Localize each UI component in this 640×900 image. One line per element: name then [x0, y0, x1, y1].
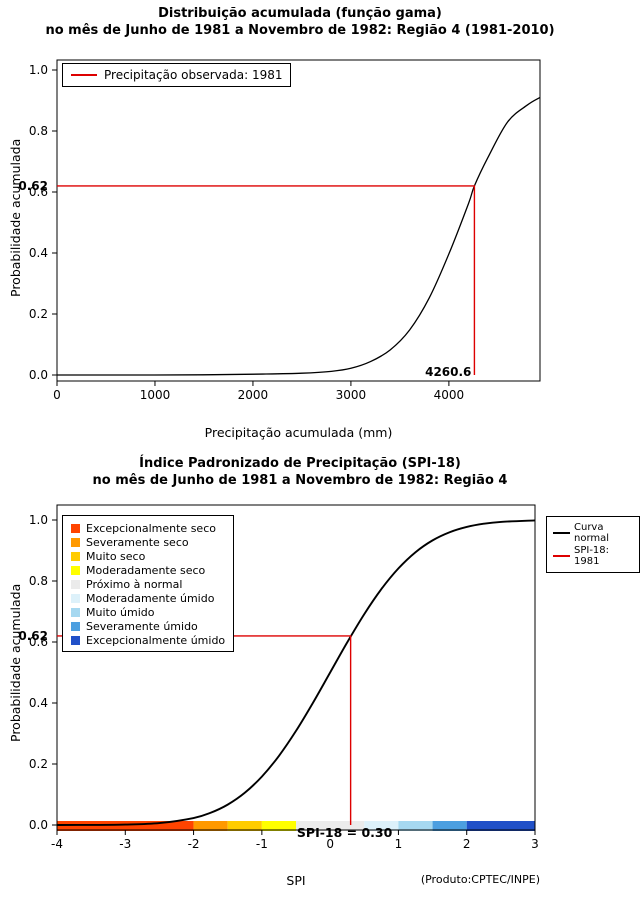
- x-tick-label: -3: [119, 837, 131, 851]
- spi-plot-svg: -4 -3 -2 -1 0 1 2 3 0.0 0.2 0.4 0.6 0.8 1.0 0.62 SPI-18…: [18, 504, 539, 851]
- spi-x-axis-label: SPI: [286, 873, 306, 888]
- x-tick-label: -1: [256, 837, 268, 851]
- category-legend-item: Severamente úmido: [71, 619, 225, 633]
- spi-chart-subtitle: no mês de Junho de 1981 a Novembro de 19…: [92, 473, 508, 488]
- spi-line-legend: Curva normal SPI-18: 1981: [546, 516, 640, 573]
- x-tick-label: 0: [326, 837, 334, 851]
- y-tick-label: 0.6: [29, 635, 48, 649]
- category-swatch-icon: [71, 635, 80, 645]
- y-tick-label: 0.2: [29, 307, 48, 321]
- gamma-distribution-chart: Distribuição acumulada (função gama) no …: [8, 6, 555, 440]
- marker-annotation: SPI-18 = 0.30: [297, 825, 393, 840]
- y-tick-label: 1.0: [29, 513, 48, 527]
- category-label: Severamente seco: [86, 535, 189, 549]
- category-label: Moderadamente seco: [86, 563, 206, 577]
- x-tick-label: 1: [395, 837, 403, 851]
- spi-chart-title: Índice Padronizado de Precipitação (SPI-…: [139, 456, 461, 471]
- category-swatch-icon: [71, 523, 80, 533]
- gamma-plot-svg: 0 1000 2000 3000 4000 0.0 0.2 0.4 0.6 0.8 1.0 0.62 4…: [18, 59, 541, 402]
- y-tick-label: 0.4: [29, 246, 48, 260]
- legend-line-sample: [71, 74, 97, 76]
- marker-line: [57, 185, 476, 375]
- category-label: Próximo à normal: [86, 577, 183, 591]
- y-tick-label: 0.4: [29, 696, 48, 710]
- legend-line-sample: [553, 555, 570, 557]
- y-tick-label: 0.2: [29, 757, 48, 771]
- colorbar-segment: [432, 821, 467, 831]
- category-legend-item: Excepcionalmente seco: [71, 521, 225, 535]
- marker-line: [57, 635, 352, 825]
- y-tick-label: 0.6: [29, 185, 48, 199]
- category-label: Muito úmido: [86, 605, 155, 619]
- x-tick-label: 3: [531, 837, 539, 851]
- category-swatch-icon: [71, 551, 80, 561]
- legend-line-sample: [553, 532, 570, 534]
- line-legend-item: SPI-18: 1981: [553, 545, 633, 567]
- category-swatch-icon: [71, 593, 80, 603]
- gamma-chart-title: Distribuição acumulada (função gama): [158, 6, 442, 21]
- line-legend-label: Curva normal: [574, 522, 610, 544]
- category-legend-item: Severamente seco: [71, 535, 225, 549]
- spi-category-legend: Excepcionalmente seco Severamente seco Mui…: [62, 515, 235, 652]
- cdf-curve: [56, 96, 541, 376]
- category-swatch-icon: [71, 579, 80, 589]
- x-tick-label: 2000: [238, 388, 269, 402]
- category-legend-item: Moderadamente seco: [71, 563, 225, 577]
- colorbar-segment: [296, 821, 365, 831]
- colorbar-segment: [193, 821, 228, 831]
- category-swatch-icon: [71, 607, 80, 617]
- y-tick-label: 0.0: [29, 818, 48, 832]
- category-legend-item: Moderadamente úmido: [71, 591, 225, 605]
- product-credit: (Produto:CPTEC/INPE): [420, 873, 540, 886]
- marker-x-label: 4260.6: [425, 365, 471, 379]
- x-tick-label: 3000: [336, 388, 367, 402]
- colorbar-segment: [398, 821, 433, 831]
- category-swatch-icon: [71, 565, 80, 575]
- gamma-x-axis-label: Precipitação acumulada (mm): [204, 425, 393, 440]
- x-tick-label: 0: [53, 388, 61, 402]
- x-tick-label: 1000: [140, 388, 171, 402]
- x-tick-label: -2: [188, 837, 200, 851]
- y-tick-label: 0.8: [29, 124, 48, 138]
- observed-precip-legend: Precipitação observada: 1981: [62, 63, 292, 87]
- category-legend-item: Muito seco: [71, 549, 225, 563]
- category-legend-item: Muito úmido: [71, 605, 225, 619]
- category-legend-item: Próximo à normal: [71, 577, 225, 591]
- x-tick-label: 4000: [434, 388, 465, 402]
- colorbar-segment: [227, 821, 262, 831]
- legend-label: Precipitação observada: 1981: [104, 68, 283, 82]
- gamma-chart-subtitle: no mês de Junho de 1981 a Novembro de 19…: [45, 23, 555, 38]
- gamma-y-axis-label: Probabilidade acumulada: [8, 138, 23, 297]
- colorbar-segment: [364, 821, 399, 831]
- plot-frame: [56, 59, 541, 382]
- category-swatch-icon: [71, 621, 80, 631]
- category-label: Muito seco: [86, 549, 146, 563]
- category-label: Moderadamente úmido: [86, 591, 215, 605]
- colorbar-segment: [261, 821, 296, 831]
- category-swatch-icon: [71, 537, 80, 547]
- line-legend-label: SPI-18: 1981: [574, 545, 610, 567]
- cdf-curve: [56, 519, 536, 826]
- category-label: Excepcionalmente seco: [86, 521, 216, 535]
- category-legend-item: Excepcionalmente úmido: [71, 633, 225, 647]
- marker-y-label: 0.62: [18, 629, 48, 643]
- spi-chart: Índice Padronizado de Precipitação (SPI-…: [0, 450, 640, 900]
- marker-y-label: 0.62: [18, 179, 48, 193]
- line-legend-item: Curva normal: [553, 522, 633, 544]
- x-tick-label: -4: [51, 837, 63, 851]
- colorbar-segment: [57, 821, 194, 831]
- y-tick-label: 0.8: [29, 574, 48, 588]
- category-label: Excepcionalmente úmido: [86, 633, 226, 647]
- y-tick-label: 1.0: [29, 63, 48, 77]
- y-tick-label: 0.0: [29, 368, 48, 382]
- colorbar-segment: [466, 821, 535, 831]
- x-tick-label: 2: [463, 837, 471, 851]
- plot-frame: [56, 504, 536, 831]
- category-label: Severamente úmido: [86, 619, 198, 633]
- spi-y-axis-label: Probabilidade acumulada: [8, 583, 23, 742]
